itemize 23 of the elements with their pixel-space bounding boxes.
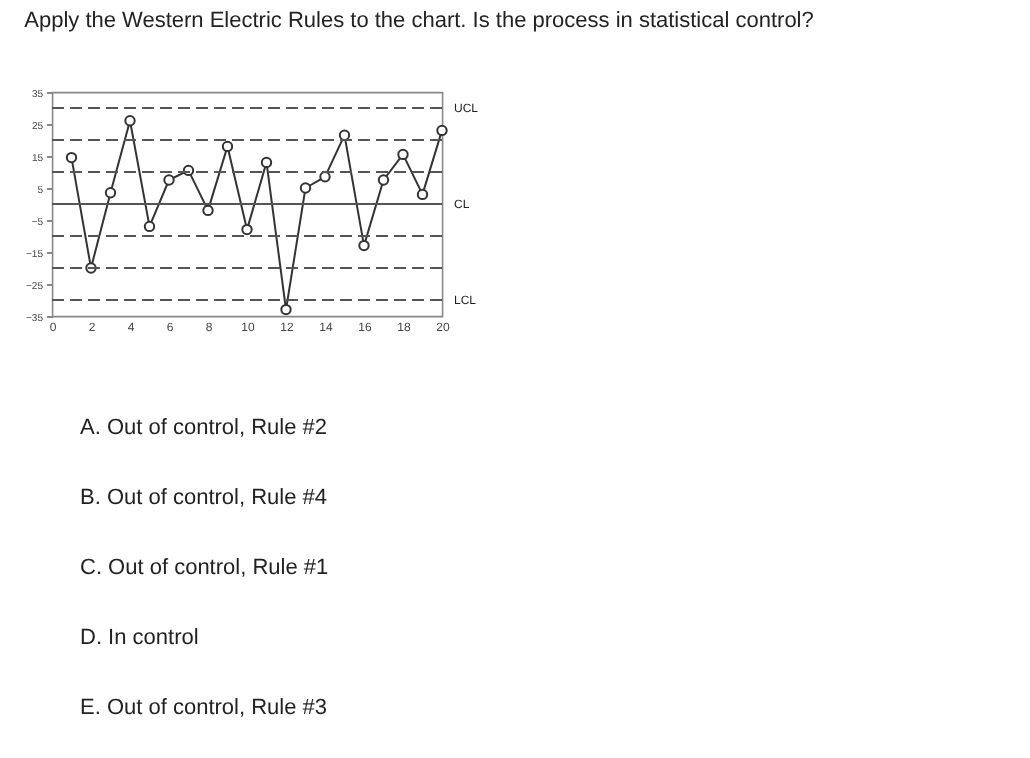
chart-title: Apply the Western Electric Rules to the chart. Is the process in statistical control? — [24, 9, 814, 34]
point — [280, 303, 292, 316]
point — [416, 188, 429, 201]
text: A. Out of control, Rule #2 — [80, 416, 328, 440]
text: C. Out of control, Rule #1 — [80, 556, 329, 580]
point — [319, 171, 331, 183]
point — [163, 174, 175, 186]
point — [221, 140, 234, 153]
point — [124, 115, 136, 127]
text: E. Out of control, Rule #3 — [80, 696, 328, 720]
point — [260, 156, 273, 169]
point — [241, 223, 253, 236]
point — [202, 204, 214, 217]
point — [436, 124, 448, 137]
point — [299, 182, 312, 194]
text: B. Out of control, Rule #4 — [80, 486, 328, 510]
point — [397, 148, 409, 161]
point — [377, 174, 390, 186]
point — [358, 239, 370, 252]
point — [104, 187, 117, 199]
text: D. In control — [80, 626, 199, 650]
point — [143, 220, 156, 233]
point — [65, 151, 78, 164]
